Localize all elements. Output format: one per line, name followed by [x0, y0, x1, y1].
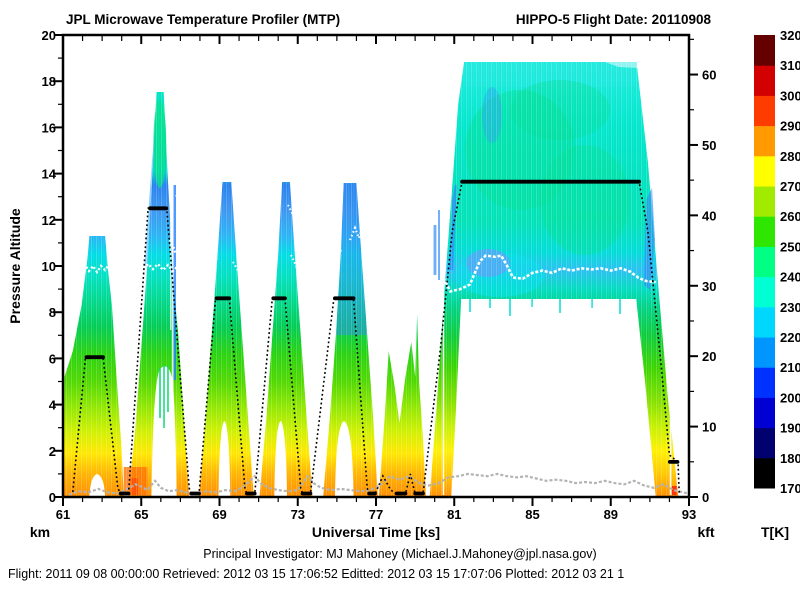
colorbar-tick-label: 280 [780, 149, 800, 164]
colorbar-segment [754, 155, 775, 187]
y-right-tick-label: 20 [702, 349, 716, 364]
colorbar-segment [754, 337, 775, 368]
colorbar-tick-label: 170 [780, 481, 800, 496]
colorbar-tick-label: 200 [780, 390, 800, 405]
colorbar-tick-label: 250 [780, 239, 800, 254]
colorbar-tick-label: 240 [780, 270, 800, 285]
colorbar-tick-label: 300 [780, 88, 800, 103]
y-right-tick-label: 0 [702, 490, 709, 505]
colorbar-tick-label: 190 [780, 421, 800, 436]
y-right-tick-labels: 0 10 20 30 40 50 60 [702, 68, 716, 505]
colorbar-segment [754, 457, 775, 489]
colorbar-segment [754, 246, 775, 278]
y-left-tick-label: 20 [42, 28, 56, 43]
y-left-unit-label: km [30, 524, 50, 540]
colorbar-segment [754, 186, 775, 217]
y-left-tick-label: 8 [49, 305, 56, 320]
plot-title-left: JPL Microwave Temperature Profiler (MTP) [66, 12, 340, 27]
x-tick-label: 73 [291, 507, 305, 522]
y-left-tick-labels: 0 2 4 6 8 10 12 14 16 18 20 [42, 28, 57, 505]
colorbar-tick-label: 320 [780, 28, 800, 43]
x-tick-label: 65 [134, 507, 148, 522]
y-right-tick-label: 30 [702, 279, 716, 294]
colorbar [754, 35, 775, 489]
x-tick-label: 81 [447, 507, 461, 522]
colorbar-segment [754, 276, 775, 308]
y-left-tick-label: 10 [42, 259, 56, 274]
colorbar-segment [754, 306, 775, 338]
y-left-tick-label: 16 [42, 120, 56, 135]
colorbar-tick-label: 210 [780, 360, 800, 375]
colorbar-tick-label: 270 [780, 179, 800, 194]
y-axis-label: Pressure Altitude [7, 208, 23, 324]
colorbar-segment [754, 427, 775, 459]
y-right-tick-label: 50 [702, 138, 716, 153]
y-left-tick-label: 12 [42, 213, 56, 228]
plot-title-right: HIPPO-5 Flight Date: 20110908 [516, 12, 712, 27]
y-right-tick-label: 10 [702, 420, 716, 435]
colorbar-tick-label: 220 [780, 330, 800, 345]
y-left-tick-label: 4 [49, 398, 57, 413]
x-tick-label: 61 [56, 507, 70, 522]
x-tick-label: 85 [525, 507, 539, 522]
curtain-plot-area [64, 36, 688, 496]
x-tick-label: 77 [369, 507, 383, 522]
tropopause-line [80, 194, 656, 293]
x-axis-tick-labels: 61 65 69 73 77 81 85 89 93 [56, 507, 696, 522]
y-right-unit-label: kft [697, 524, 714, 540]
colorbar-tick-label: 260 [780, 209, 800, 224]
colorbar-segment [754, 367, 775, 398]
colorbar-segment [754, 35, 775, 66]
x-tick-label: 69 [212, 507, 226, 522]
flight-track-level-caps [84, 179, 680, 496]
x-axis-label: Universal Time [ks] [312, 524, 440, 540]
colorbar-tick-label: 290 [780, 119, 800, 134]
y-left-tick-label: 18 [42, 74, 56, 89]
colorbar-tick-labels: 170 180 190 200 210 220 230 240 250 260 … [780, 28, 800, 496]
y-left-tick-label: 6 [49, 351, 56, 366]
colorbar-segment [754, 397, 775, 429]
x-tick-label: 89 [604, 507, 618, 522]
surface-terrain-line [68, 472, 688, 496]
colorbar-segment [754, 216, 775, 247]
y-right-tick-label: 40 [702, 208, 716, 223]
colorbar-tick-label: 310 [780, 58, 800, 73]
colorbar-tick-label: 180 [780, 451, 800, 466]
y-left-tick-label: 14 [42, 167, 57, 182]
colorbar-segment [754, 95, 775, 127]
colorbar-segment [754, 65, 775, 96]
x-tick-label: 93 [682, 507, 696, 522]
footer-principal-investigator: Principal Investigator: MJ Mahoney (Mich… [203, 547, 596, 561]
plot-border [61, 33, 691, 499]
y-right-tick-label: 60 [702, 68, 716, 83]
colorbar-segment [754, 125, 775, 157]
y-left-tick-label: 2 [49, 444, 56, 459]
colorbar-tick-label: 230 [780, 300, 800, 315]
y-left-tick-label: 0 [49, 490, 56, 505]
footer-flight-timestamps: Flight: 2011 09 08 00:00:00 Retrieved: 2… [8, 567, 624, 581]
colorbar-unit-label: T[K] [761, 524, 789, 540]
